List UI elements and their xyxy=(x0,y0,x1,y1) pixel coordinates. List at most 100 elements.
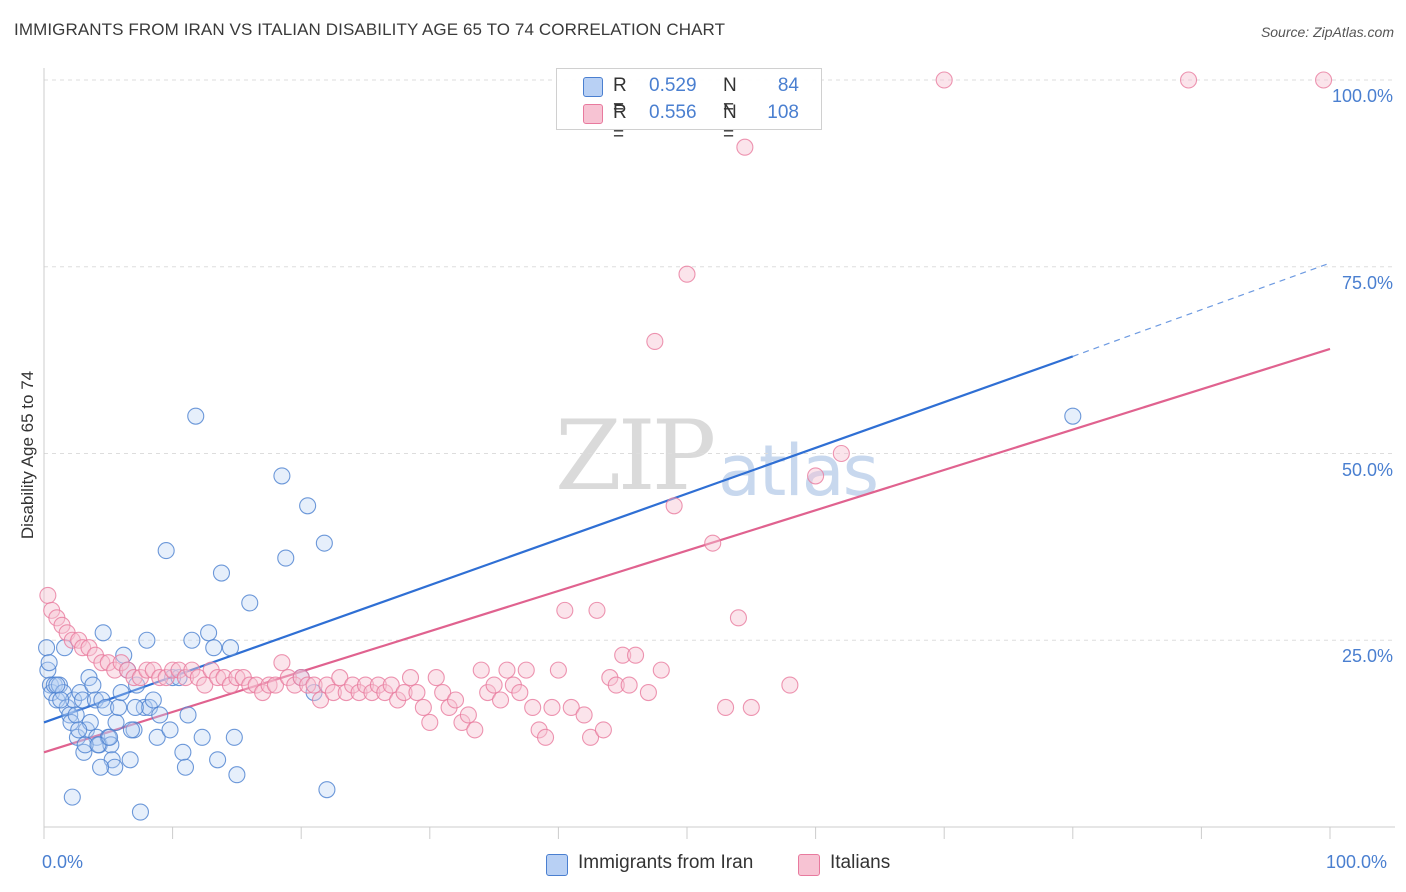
italians-swatch xyxy=(583,104,603,124)
n-value: 108 xyxy=(767,102,799,123)
iran-point xyxy=(126,698,144,717)
italians-point xyxy=(401,669,420,687)
iran-point xyxy=(110,698,128,717)
iran-point xyxy=(209,751,227,769)
italians-point xyxy=(299,676,317,694)
r-label: R = xyxy=(613,102,627,145)
iran-point xyxy=(318,781,336,799)
italians-point xyxy=(446,691,465,709)
iran-point xyxy=(187,407,205,425)
italians-point xyxy=(1179,71,1198,89)
iran-point xyxy=(63,788,81,806)
italians-point xyxy=(665,497,683,515)
italians-point xyxy=(273,654,291,672)
iran-point xyxy=(241,594,259,612)
italians-point xyxy=(678,265,696,283)
italians-point xyxy=(39,586,57,604)
italians-point xyxy=(935,71,953,89)
italians-point xyxy=(459,706,477,724)
y-tick-label: 50.0% xyxy=(1341,459,1393,480)
iran-point xyxy=(144,691,162,709)
iran-point xyxy=(106,758,124,776)
iran-point xyxy=(225,728,243,746)
iran-point xyxy=(273,467,291,485)
iran-point xyxy=(52,691,70,709)
iran-point xyxy=(76,736,94,754)
iran-point xyxy=(67,706,85,724)
italians-point xyxy=(536,728,555,746)
correlation-stats-box: R = 0.529 N = 84 R = 0.556 N = 108 xyxy=(556,68,822,145)
legend-label: Italians xyxy=(830,852,891,873)
n-label: N = xyxy=(723,75,737,118)
italians-point xyxy=(556,601,574,619)
iran-trend-extension xyxy=(1072,262,1331,357)
italians-point xyxy=(614,646,632,664)
italians-point xyxy=(241,676,259,694)
italians-point xyxy=(1315,71,1333,89)
italians-point xyxy=(832,444,850,463)
italians-legend-swatch xyxy=(798,854,820,876)
italians-point xyxy=(807,467,825,485)
italians-point xyxy=(331,669,349,687)
x-tick-label: 100.0% xyxy=(1326,852,1388,872)
iran-point xyxy=(112,683,130,702)
italians-point xyxy=(196,676,214,694)
italians-point xyxy=(151,669,169,687)
iran-point xyxy=(157,542,175,560)
italians-point xyxy=(517,661,535,679)
iran-point xyxy=(193,728,211,746)
italians-point xyxy=(382,676,400,694)
y-tick-label: 75.0% xyxy=(1341,272,1393,293)
italians-point xyxy=(311,691,330,709)
iran-point xyxy=(107,713,125,731)
italians-point xyxy=(491,691,510,709)
italians-point xyxy=(125,669,143,687)
italians-point xyxy=(581,728,600,746)
italians-point xyxy=(498,661,516,679)
italians-point xyxy=(466,721,484,739)
italians-point xyxy=(266,676,285,694)
italians-point xyxy=(524,698,542,717)
italians-point xyxy=(472,661,490,679)
italians-point xyxy=(93,654,111,672)
italians-point xyxy=(781,676,799,694)
italians-point xyxy=(575,706,593,724)
iran-point xyxy=(101,728,119,746)
iran-swatch xyxy=(583,77,603,97)
italians-point xyxy=(511,683,529,702)
italians-point xyxy=(562,698,580,717)
italians-point xyxy=(434,683,452,702)
r-label: R = xyxy=(613,75,627,118)
trend-lines xyxy=(43,262,1331,754)
iran-point xyxy=(228,766,246,784)
italians-point xyxy=(395,683,413,702)
iran-point xyxy=(148,728,166,746)
italians-point xyxy=(627,646,645,664)
italians-trend-line xyxy=(43,347,1331,754)
legend: Immigrants from Iran Italians xyxy=(0,852,1406,878)
italians-point xyxy=(607,676,625,694)
data-points xyxy=(38,71,1333,821)
italians-point xyxy=(652,661,670,679)
italians-point xyxy=(594,721,612,739)
iran-point xyxy=(121,751,139,769)
iran-point xyxy=(70,721,88,739)
italians-point xyxy=(408,683,426,702)
r-value: 0.556 xyxy=(649,102,697,123)
grid-lines xyxy=(44,79,1395,641)
italians-point xyxy=(704,534,722,552)
y-tick-label: 100.0% xyxy=(1331,86,1393,106)
italians-point xyxy=(620,676,638,694)
italians-point xyxy=(260,676,278,694)
iran-point xyxy=(92,758,110,776)
iran-point xyxy=(48,676,66,694)
axes xyxy=(43,68,1395,839)
iran-point xyxy=(221,639,240,657)
iran-point xyxy=(161,721,179,739)
italians-point xyxy=(427,669,445,687)
italians-point xyxy=(421,713,439,731)
italians-point xyxy=(414,698,432,717)
iran-point xyxy=(97,698,115,717)
iran-point xyxy=(94,624,112,642)
